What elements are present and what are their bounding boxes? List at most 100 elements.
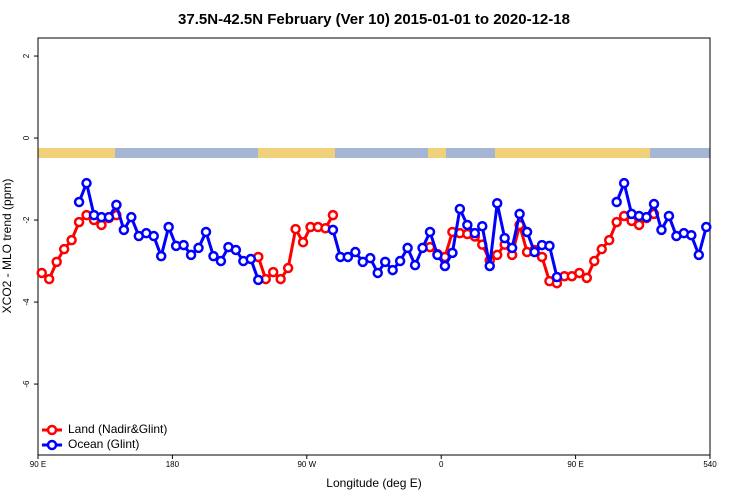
x-tick-label: 180 bbox=[166, 460, 180, 469]
data-point bbox=[193, 242, 204, 254]
data-point bbox=[424, 226, 436, 238]
legend-marker bbox=[46, 439, 58, 451]
data-point bbox=[491, 197, 503, 209]
land-strip bbox=[258, 148, 335, 158]
data-point bbox=[350, 246, 361, 258]
data-point bbox=[581, 272, 593, 284]
data-point bbox=[417, 242, 428, 254]
data-point bbox=[611, 216, 622, 228]
data-point bbox=[432, 249, 443, 261]
data-point bbox=[439, 260, 451, 272]
data-point bbox=[394, 255, 406, 267]
data-point bbox=[267, 266, 279, 278]
data-point bbox=[656, 224, 667, 236]
data-point bbox=[499, 232, 510, 244]
land-strip bbox=[38, 148, 115, 158]
data-point bbox=[148, 230, 159, 242]
y-tick-label: -6 bbox=[22, 380, 31, 388]
data-point bbox=[686, 229, 697, 241]
land-strip bbox=[495, 148, 650, 158]
data-point bbox=[43, 273, 55, 285]
data-point bbox=[536, 251, 548, 263]
data-point bbox=[544, 240, 555, 252]
x-axis-label: Longitude (deg E) bbox=[326, 476, 421, 490]
data-point bbox=[327, 209, 339, 221]
data-point bbox=[111, 199, 122, 211]
data-point bbox=[454, 203, 466, 215]
data-point bbox=[81, 177, 92, 189]
data-point bbox=[73, 216, 85, 228]
data-point bbox=[701, 221, 712, 233]
x-tick-label: 540 bbox=[703, 460, 717, 469]
data-point bbox=[118, 224, 130, 236]
data-point bbox=[73, 196, 85, 208]
data-point bbox=[297, 236, 309, 248]
data-point bbox=[514, 208, 525, 220]
data-point bbox=[126, 211, 137, 223]
data-point bbox=[589, 255, 600, 267]
legend-label: Ocean (Glint) bbox=[68, 437, 139, 451]
data-point bbox=[633, 219, 645, 231]
data-point bbox=[447, 247, 458, 259]
data-point bbox=[327, 224, 339, 236]
y-tick-label: -2 bbox=[22, 216, 31, 224]
land-strip bbox=[428, 148, 446, 158]
data-point bbox=[693, 249, 705, 261]
data-point bbox=[521, 226, 533, 238]
data-point bbox=[215, 255, 227, 267]
data-point bbox=[51, 256, 62, 268]
x-tick-label: 90 W bbox=[297, 460, 316, 469]
data-point bbox=[185, 249, 197, 261]
data-point bbox=[379, 256, 391, 268]
data-point bbox=[477, 220, 488, 232]
data-point bbox=[253, 274, 264, 286]
data-point bbox=[663, 210, 675, 222]
data-point bbox=[200, 226, 212, 238]
data-point bbox=[178, 239, 189, 251]
data-point bbox=[529, 246, 540, 258]
data-point bbox=[58, 243, 70, 255]
data-point bbox=[245, 253, 257, 265]
data-point bbox=[648, 198, 660, 210]
data-point bbox=[618, 177, 630, 189]
data-point bbox=[551, 271, 563, 283]
data-point bbox=[36, 267, 47, 279]
ocean-strip bbox=[38, 148, 710, 158]
data-point bbox=[342, 251, 354, 263]
plot-frame bbox=[37, 37, 711, 456]
data-point bbox=[163, 221, 174, 233]
data-point bbox=[155, 250, 167, 262]
series bbox=[73, 177, 712, 286]
data-point bbox=[611, 196, 622, 208]
y-axis-label: XCO2 - MLO trend (ppm) bbox=[0, 179, 14, 314]
data-point bbox=[574, 267, 585, 279]
data-point bbox=[409, 259, 421, 271]
x-tick-label: 0 bbox=[439, 460, 444, 469]
legend-marker bbox=[46, 424, 58, 436]
x-tick-label: 90 E bbox=[567, 460, 583, 469]
y-tick-label: 0 bbox=[22, 135, 31, 140]
data-point bbox=[402, 242, 413, 254]
data-point bbox=[66, 234, 77, 246]
data-point bbox=[462, 219, 473, 231]
data-point bbox=[491, 249, 503, 261]
data-point bbox=[372, 267, 383, 279]
legend-label: Land (Nadir&Glint) bbox=[68, 422, 167, 436]
data-point bbox=[275, 273, 286, 285]
data-point bbox=[290, 223, 301, 235]
data-point bbox=[365, 252, 376, 264]
x-tick-label: 90 E bbox=[30, 460, 46, 469]
y-tick-label: -4 bbox=[22, 298, 31, 306]
data-point bbox=[506, 242, 518, 254]
data-point bbox=[282, 262, 294, 274]
data-point bbox=[103, 211, 115, 223]
data-point bbox=[596, 243, 607, 255]
data-point bbox=[469, 227, 481, 239]
y-tick-label: 2 bbox=[22, 53, 31, 58]
data-point bbox=[641, 211, 652, 223]
data-point bbox=[230, 244, 242, 256]
chart-title: 37.5N-42.5N February (Ver 10) 2015-01-01… bbox=[178, 11, 570, 28]
data-point bbox=[208, 250, 219, 262]
data-point bbox=[484, 260, 495, 272]
